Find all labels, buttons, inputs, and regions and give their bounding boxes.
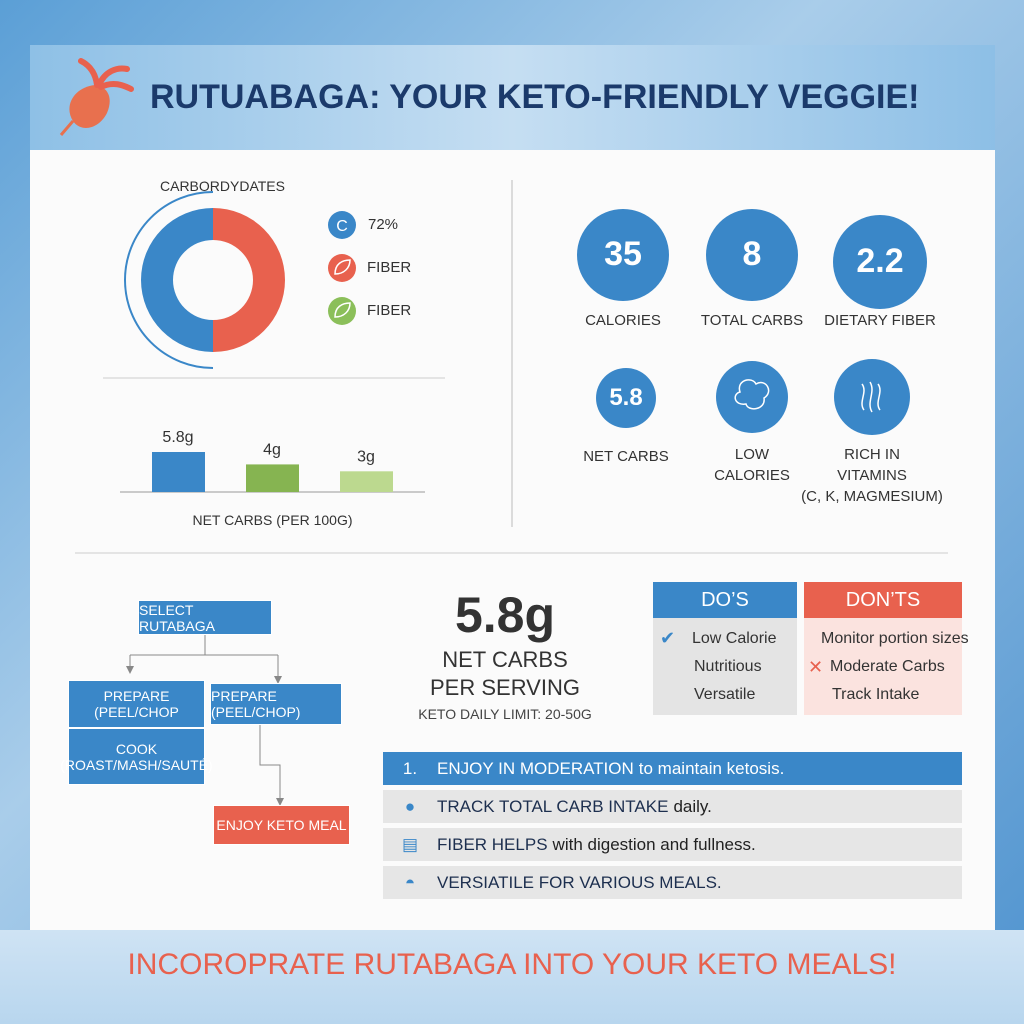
flow-node-text: ENJOY KETO MEAL — [216, 817, 347, 833]
stat-label: VITAMINS — [837, 467, 907, 484]
stat-label: LOW — [734, 446, 770, 463]
donut-segment — [141, 208, 213, 352]
tip-bold: VERSIATILE FOR VARIOUS MEALS. — [437, 872, 722, 892]
donut-title: CARBORDYDATES — [160, 178, 285, 194]
dos-title: DO’S — [653, 582, 797, 618]
tip-marker: ▤ — [401, 834, 419, 854]
donts-title: DON’TS — [804, 582, 962, 618]
legend-icon — [328, 297, 356, 325]
flow-node-text: COOK — [115, 740, 158, 757]
legend-icon-letter: C — [336, 218, 348, 235]
dos-item: Low Calorie — [692, 630, 777, 647]
tip-marker: 1. — [402, 758, 418, 778]
tip-row: ◓ VERSIATILE FOR VARIOUS MEALS. — [383, 866, 962, 899]
bar-value-label: 5.8g — [162, 429, 193, 446]
flow-node-text: SELECT RUTABAGA — [139, 601, 215, 634]
low-calorie-icon — [734, 379, 770, 410]
stat-label: TOTAL CARBS — [700, 312, 804, 329]
bar — [340, 471, 393, 492]
legend-icon — [328, 211, 356, 239]
stat-value: 35 — [604, 235, 642, 273]
stat-value: 5.8 — [609, 384, 643, 411]
stat-circle — [834, 359, 910, 435]
stat-label: DIETARY FIBER — [824, 312, 936, 329]
legend-label: 72% — [368, 216, 399, 233]
dos-item: Versatile — [694, 686, 756, 703]
stat-label: RICH IN — [844, 446, 900, 463]
flow-node: PREPARE (PEEL/CHOP) — [210, 683, 342, 725]
stat-value: 8 — [742, 235, 762, 273]
donut-outline — [124, 191, 214, 369]
tip-row: ▤ FIBER HELPS with digestion and fullness. — [383, 828, 962, 861]
stat-circle — [716, 361, 788, 433]
tip-text: with digestion and fullness. — [552, 834, 756, 854]
check-icon: ✔ — [660, 628, 676, 648]
footer-band — [0, 930, 1024, 1024]
stat-label: CALORIES — [714, 467, 790, 484]
stat-circle — [577, 209, 669, 301]
legend-label: FIBER — [367, 302, 412, 319]
tip-marker: ● — [404, 796, 416, 816]
bar — [152, 452, 205, 492]
footer-text: INCOROPRATE RUTABAGA INTO YOUR KETO MEAL… — [127, 948, 897, 981]
legend-icon — [328, 254, 356, 282]
leaf-icon — [334, 259, 351, 275]
bar-value-label: 3g — [357, 448, 375, 465]
tip-row: ● TRACK TOTAL CARB INTAKE daily. — [383, 790, 962, 823]
flow-node: PREPARE (PEEL/CHOP — [68, 680, 205, 728]
stat-value: 2.2 — [856, 242, 904, 280]
flow-node-text: (ROAST/MASH/SAUTÉ) — [60, 756, 213, 773]
cross-icon: ✕ — [808, 657, 824, 677]
tip-text: to maintain ketosis. — [638, 758, 785, 778]
text: NET CARBS — [442, 647, 568, 672]
donts-item: Moderate Carbs — [830, 658, 945, 675]
flow-node: COOK (ROAST/MASH/SAUTÉ) — [60, 728, 213, 785]
flow-node-text: PREPARE (PEEL/CHOP) — [211, 688, 301, 720]
leaf-icon — [334, 302, 351, 318]
tip-bold: ENJOY IN MODERATION — [437, 758, 634, 778]
dos-item: Nutritious — [694, 658, 762, 675]
donut-segment — [213, 208, 285, 352]
flow-node: SELECT RUTABAGA — [138, 600, 272, 635]
title: RUTUABAGA: YOUR KETO-FRIENDLY VEGGIE! — [150, 78, 920, 116]
stat-label: CALORIES — [585, 312, 661, 329]
header-band — [30, 45, 995, 150]
stat-label: NET CARBS — [583, 448, 669, 465]
tip-bold: TRACK TOTAL CARB INTAKE — [437, 796, 669, 816]
tip-row: 1. ENJOY IN MODERATION to maintain ketosis… — [383, 752, 962, 785]
flow-node-text: (PEEL/CHOP — [94, 704, 179, 720]
donts-item: Monitor portion sizes — [821, 630, 969, 647]
stat-circle — [833, 215, 927, 309]
stat-label: (C, K, MAGMESIUM) — [801, 488, 943, 505]
flow-node: ENJOY KETO MEAL — [213, 805, 350, 845]
flow-connectors — [129, 635, 281, 800]
legend-label: FIBER — [367, 259, 412, 276]
net-carbs-note: KETO DAILY LIMIT: 20-50G — [418, 706, 592, 722]
donts-item: Track Intake — [832, 686, 920, 703]
rutabaga-icon — [59, 58, 134, 136]
text: PER SERVING — [430, 675, 580, 700]
bar-value-label: 4g — [263, 441, 281, 458]
tip-text: daily. — [673, 796, 712, 816]
bar-xlabel: NET CARBS (PER 100G) — [192, 512, 353, 528]
tip-bold: FIBER HELPS — [437, 834, 548, 854]
dos-body — [653, 618, 797, 715]
stat-circle — [706, 209, 798, 301]
net-carbs-value: 5.8g — [454, 587, 556, 643]
flow-node-text: PREPARE — [103, 688, 170, 704]
vitamin-icon — [861, 381, 881, 413]
stat-circle — [596, 368, 656, 428]
bar — [246, 464, 299, 492]
net-carbs-label: NET CARBS PER SERVING — [400, 646, 610, 702]
tip-marker: ◓ — [404, 872, 416, 892]
donts-body — [804, 618, 962, 715]
